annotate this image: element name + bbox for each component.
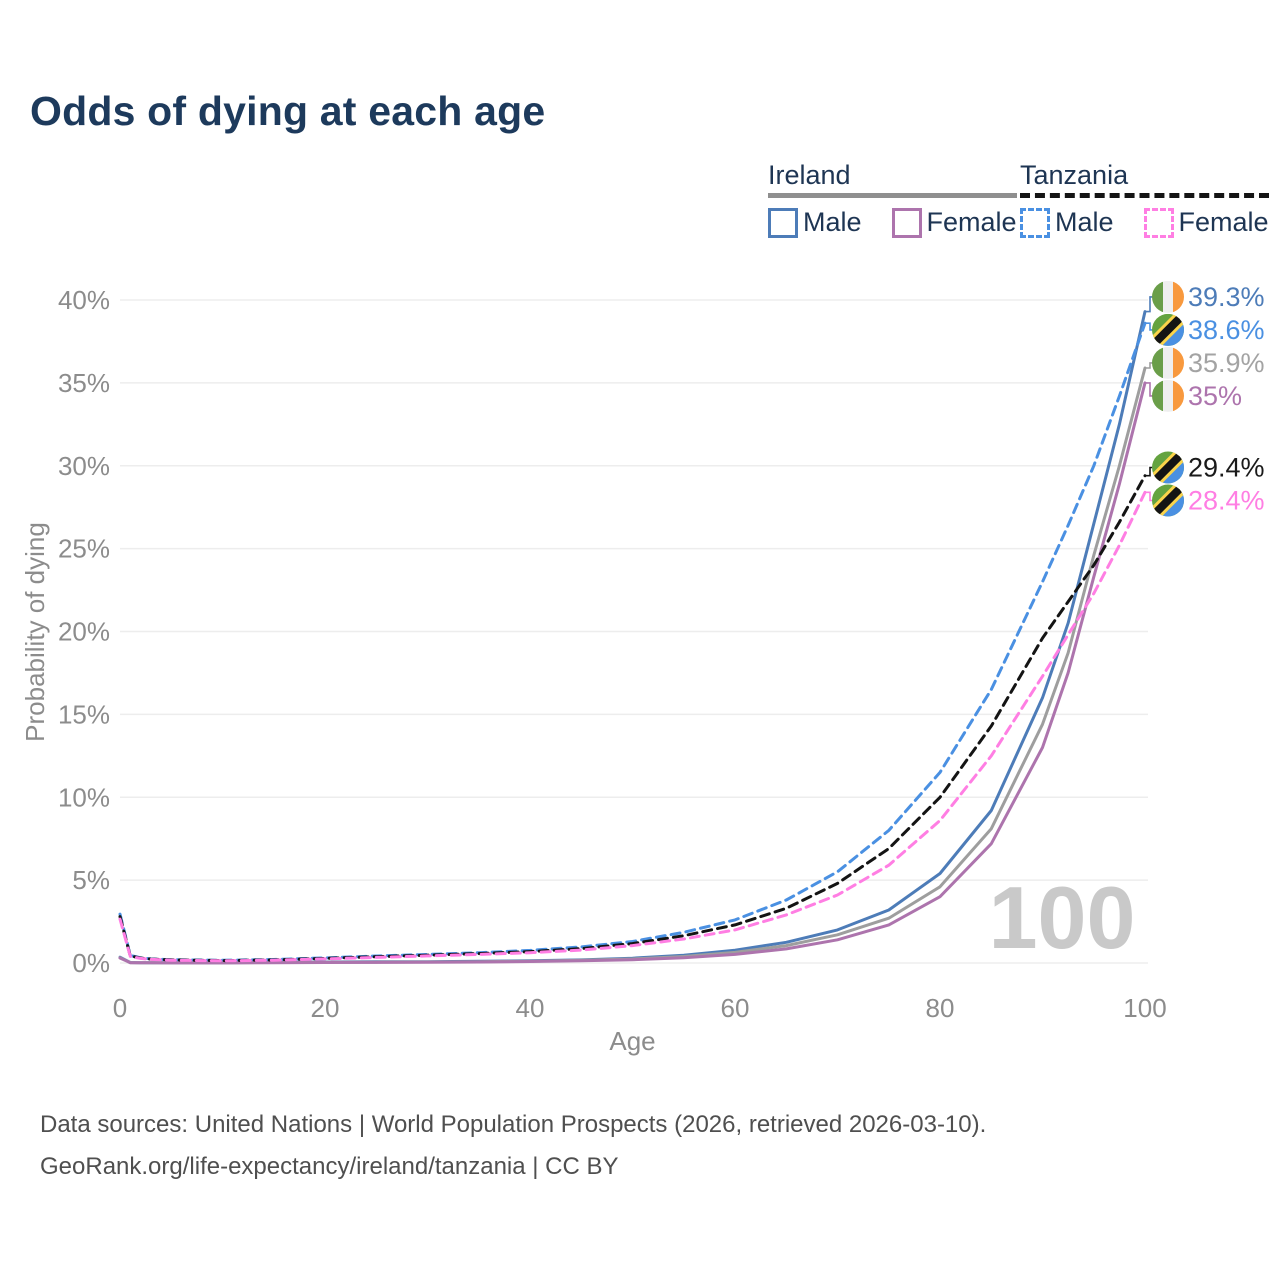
ireland-flag-icon [1152, 379, 1184, 412]
y-tick-5: 5% [72, 865, 110, 895]
end-label-tanzania-male-male: 38.6% [1188, 315, 1265, 345]
ireland-flag-icon [1152, 346, 1184, 379]
source-line-2: GeoRank.org/life-expectancy/ireland/tanz… [40, 1153, 619, 1180]
x-tick-80: 80 [926, 993, 955, 1023]
ireland-female-swatch-icon [891, 207, 922, 238]
chart-title: Odds of dying at each age [30, 88, 546, 134]
end-label-tanzania-female-female: 28.4% [1188, 485, 1265, 515]
end-label-ireland-female-female: 35% [1188, 381, 1242, 411]
line-tanzania-both[interactable] [118, 474, 1147, 963]
age-watermark: 100 [989, 868, 1136, 967]
line-tanzania-male-male[interactable] [118, 321, 1147, 962]
line-tanzania-female-female[interactable] [118, 490, 1147, 963]
legend-country-tanzania[interactable]: Tanzania [1020, 160, 1129, 190]
end-label-ireland-male-male: 39.3% [1188, 282, 1265, 312]
source-attribution: Data sources: United Nations | World Pop… [40, 1104, 1240, 1188]
tanzania-flag-icon [1152, 484, 1184, 517]
tanzania-male-swatch-icon [1020, 207, 1050, 238]
y-tick-20: 20% [58, 617, 110, 647]
chart-area[interactable]: 0% 5% 10% 15% 20% 25% 30% 35% 40% 0 20 40 60 80 100 Age… [0, 250, 1280, 1080]
tanzania-female-swatch-icon [1143, 207, 1174, 238]
x-axis-title: Age [609, 1026, 655, 1056]
source-line-1: Data sources: United Nations | World Pop… [40, 1111, 987, 1138]
y-tick-40: 40% [58, 285, 110, 315]
y-tick-10: 10% [58, 782, 110, 812]
legend-label-ireland-male: Male [803, 207, 862, 237]
label-connector-ireland-male-male [1146, 296, 1153, 313]
tanzania-flag-icon [1152, 451, 1184, 484]
label-connector-tanzania-male-male [1146, 322, 1153, 331]
label-connector-tanzania-both [1146, 466, 1153, 477]
legend-label-ireland-female: Female [926, 207, 1017, 237]
legend-label-tanzania-male: Male [1055, 207, 1114, 237]
label-connector-tanzania-female-female [1146, 491, 1153, 502]
legend-entry-ireland-male[interactable]: Male [768, 207, 862, 238]
ireland-combined-line-swatch [768, 193, 1017, 198]
label-connector-ireland-both [1146, 362, 1153, 369]
ireland-male-swatch-icon [768, 207, 798, 238]
end-label-ireland-both: 35.9% [1188, 348, 1265, 378]
x-tick-20: 20 [311, 993, 340, 1023]
ireland-flag-icon [1152, 280, 1184, 313]
legend-group-tanzania: Tanzania Male Female [1020, 160, 1269, 238]
legend: Ireland Male Female Tanzania [0, 160, 1280, 250]
end-label-tanzania-both: 29.4% [1188, 452, 1265, 482]
x-tick-40: 40 [516, 993, 545, 1023]
tanzania-flag-icon [1152, 313, 1184, 346]
y-tick-35: 35% [58, 368, 110, 398]
legend-entry-ireland-female[interactable]: Female [891, 207, 1017, 238]
legend-country-ireland[interactable]: Ireland [768, 160, 851, 190]
x-tick-0: 0 [113, 993, 127, 1023]
tanzania-combined-line-swatch [1020, 193, 1269, 198]
legend-group-ireland: Ireland Male Female [768, 160, 1017, 238]
mortality-line-chart[interactable]: 0% 5% 10% 15% 20% 25% 30% 35% 40% 0 20 40 60 80 100 Age… [0, 250, 1280, 1080]
label-connector-ireland-female-female [1146, 382, 1153, 397]
line-ireland-female-female[interactable] [118, 381, 1147, 965]
legend-entry-tanzania-female[interactable]: Female [1143, 207, 1269, 238]
x-tick-60: 60 [721, 993, 750, 1023]
y-tick-25: 25% [58, 534, 110, 564]
x-tick-100: 100 [1123, 993, 1166, 1023]
y-tick-15: 15% [58, 699, 110, 729]
legend-label-tanzania-female: Female [1178, 207, 1269, 237]
y-axis-title: Probability of dying [20, 522, 50, 742]
legend-entry-tanzania-male[interactable]: Male [1020, 207, 1114, 238]
line-ireland-male-male[interactable] [118, 310, 1147, 965]
y-tick-0: 0% [72, 948, 110, 978]
y-tick-30: 30% [58, 451, 110, 481]
